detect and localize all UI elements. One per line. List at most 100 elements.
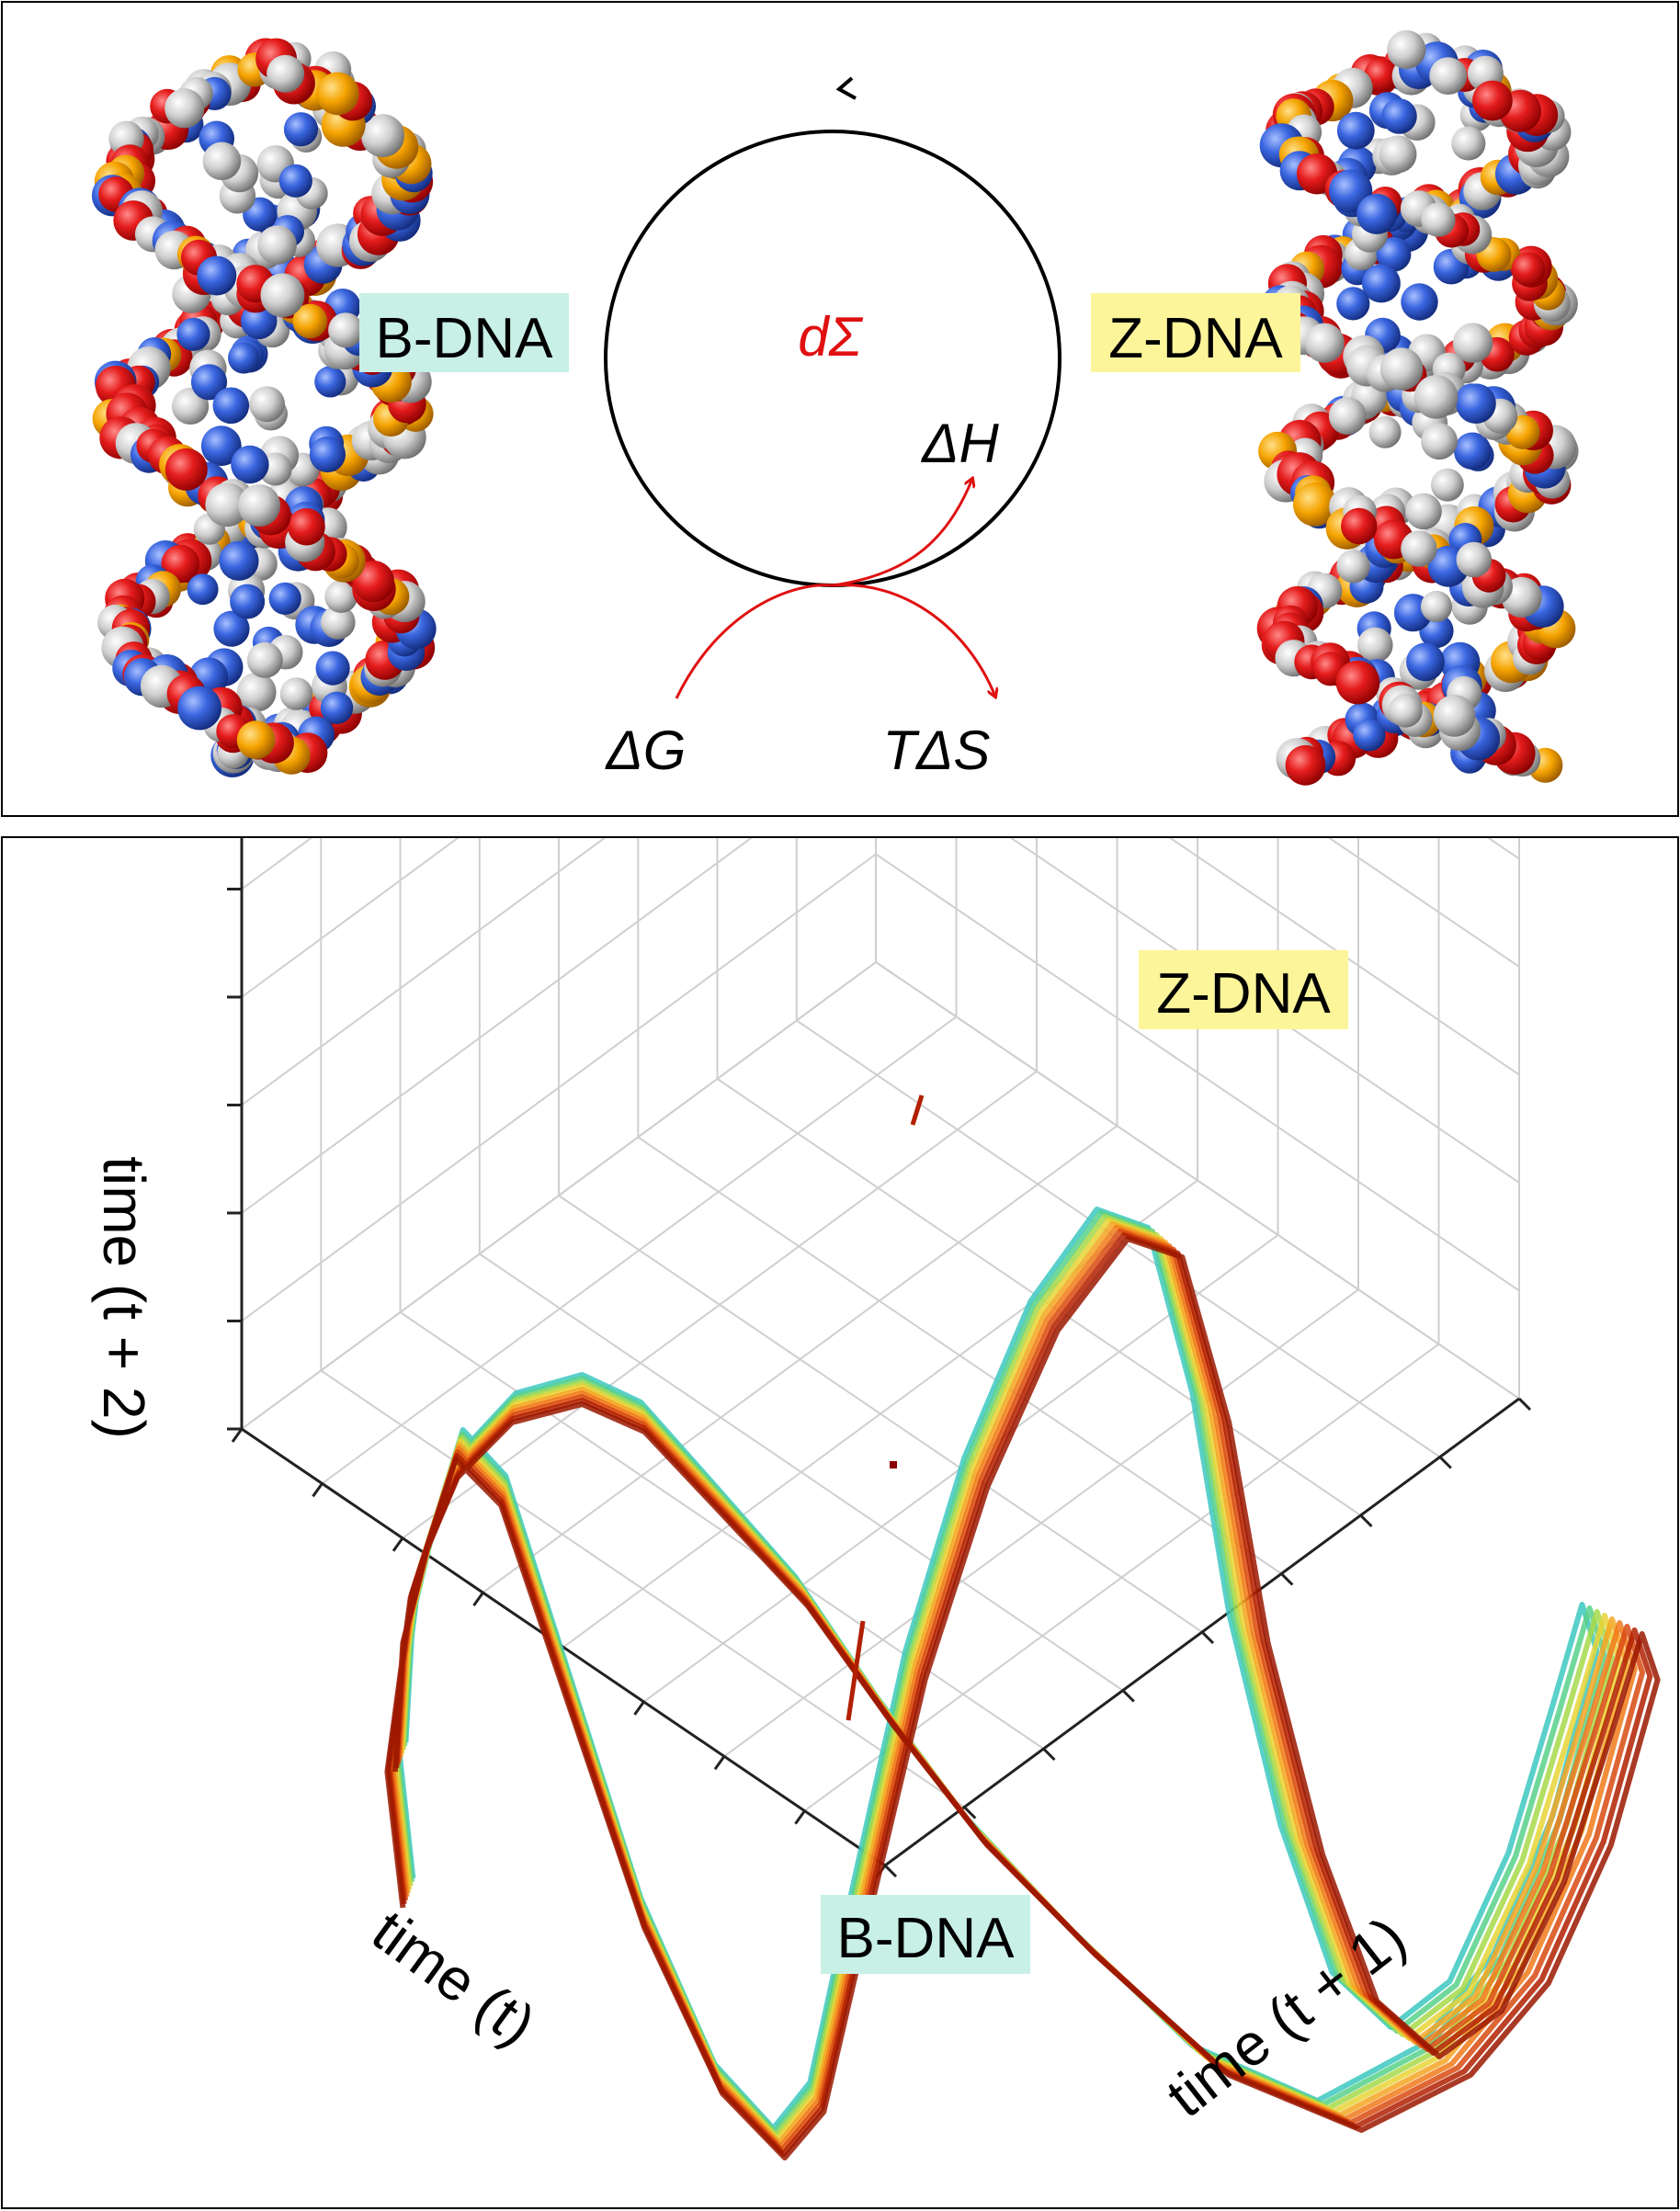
atom-sphere: [200, 425, 242, 467]
delta-g-to-delta-h-arrow: [675, 479, 972, 699]
atom-sphere: [260, 273, 305, 318]
grid-line: [794, 1809, 806, 1825]
atom-sphere: [1433, 695, 1476, 737]
atom-sphere: [279, 677, 313, 710]
thermodynamic-cycle-panel: B-DNA Z-DNA dΣ ΔH ΔG TΔS: [1, 1, 1679, 817]
atom-sphere: [267, 54, 305, 93]
atom-sphere: [1336, 550, 1370, 584]
atom-sphere: [1453, 432, 1492, 471]
atom-sphere: [324, 580, 358, 613]
grid-line: [1200, 1630, 1215, 1645]
atom-sphere: [1421, 202, 1456, 237]
grid-line: [875, 961, 1520, 1400]
grid-line: [1359, 1514, 1373, 1528]
atom-sphere: [278, 164, 312, 198]
z-dna-molecule-image: [1256, 29, 1579, 786]
atom-sphere: [1389, 693, 1423, 728]
atom-sphere: [1451, 126, 1486, 161]
atom-sphere: [1341, 507, 1378, 545]
grid-line: [241, 853, 877, 1322]
atom-sphere: [246, 641, 283, 678]
atom-sphere: [316, 72, 359, 116]
atom-sphere: [205, 482, 249, 527]
z-axis-label: time (t + 2): [91, 1156, 157, 1439]
atom-sphere: [165, 448, 208, 491]
grid-line: [1121, 1689, 1135, 1703]
atom-sphere: [309, 436, 346, 473]
atom-sphere: [1401, 283, 1438, 321]
z-dna-region-label: Z-DNA: [1156, 962, 1331, 1026]
atom-sphere: [328, 312, 364, 348]
grid-line: [482, 1125, 1118, 1593]
atom-sphere: [1406, 642, 1445, 682]
atom-sphere: [1429, 57, 1468, 95]
atom-sphere: [236, 672, 277, 712]
z-dna-region-highlight: [1139, 950, 1348, 1029]
atom-sphere: [315, 651, 350, 686]
trajectory-tail: [846, 1620, 866, 1721]
atom-sphere: [1413, 375, 1459, 419]
atom-sphere: [228, 342, 260, 374]
atom-sphere: [190, 364, 228, 401]
atom-sphere: [219, 540, 259, 581]
atom-sphere: [177, 686, 222, 731]
grid-line: [241, 961, 877, 1430]
grid-line: [637, 1136, 1282, 1575]
grid-line: [312, 1482, 324, 1498]
atom-sphere: [1336, 111, 1375, 150]
atom-sphere: [1328, 397, 1367, 436]
atom-sphere: [352, 561, 394, 603]
atom-sphere: [197, 255, 237, 296]
phase-space-plot-svg: Z-DNA B-DNA time (t) time (t + 1) time (…: [91, 838, 1661, 2160]
atom-sphere: [213, 610, 250, 647]
grid-line: [558, 1195, 1203, 1633]
atom-sphere: [283, 112, 319, 147]
b-dna-region-label: B-DNA: [837, 1907, 1016, 1970]
atom-sphere: [1456, 383, 1496, 425]
atom-sphere: [1456, 541, 1493, 578]
atom-sphere: [1356, 193, 1398, 234]
atom-sphere: [165, 88, 205, 129]
trajectory-band: [393, 1210, 1607, 2135]
3d-grid: [241, 838, 1520, 1866]
x-axis-label: time (t): [360, 1898, 547, 2058]
grid-line: [392, 1536, 404, 1552]
atom-sphere: [231, 445, 269, 484]
atom-sphere: [1511, 252, 1546, 287]
atom-sphere: [1285, 744, 1326, 786]
atom-sphere: [1472, 80, 1513, 121]
atom-sphere: [288, 508, 325, 546]
atom-sphere: [1364, 58, 1399, 92]
grid-line: [1327, 838, 1520, 968]
atom-sphere: [268, 582, 301, 616]
atom-sphere: [1304, 323, 1345, 363]
atom-sphere: [1336, 287, 1370, 321]
to-t-delta-s-arrow: [832, 584, 995, 697]
atom-sphere: [1335, 660, 1380, 705]
atom-sphere: [1401, 530, 1437, 567]
grid-line: [1042, 1747, 1056, 1762]
atom-sphere: [1452, 323, 1493, 363]
atom-sphere: [1421, 423, 1458, 460]
z-dna-label-highlight: [1091, 293, 1300, 372]
atom-sphere: [292, 303, 328, 339]
grid-line: [875, 853, 1520, 1292]
trajectory-tail: [910, 1094, 925, 1126]
grid-line: [231, 1428, 244, 1443]
cycle-direction-arrow-icon: [835, 76, 857, 100]
atom-sphere: [1376, 236, 1412, 272]
atom-sphere: [361, 114, 404, 158]
grid-line: [241, 838, 753, 1214]
atom-sphere: [230, 584, 266, 619]
atom-sphere: [314, 366, 346, 398]
grid-line: [472, 1592, 484, 1606]
atom-sphere: [1353, 719, 1386, 752]
grid-line: [713, 1755, 726, 1771]
entropy-production-label: dΣ: [798, 306, 863, 368]
atom-sphere: [236, 720, 276, 760]
grid-line: [402, 1070, 1038, 1539]
atom-sphere: [1379, 135, 1417, 174]
atom-sphere: [1387, 29, 1426, 70]
atom-sphere: [1379, 347, 1424, 391]
fixed-point-marker: [890, 1461, 897, 1468]
